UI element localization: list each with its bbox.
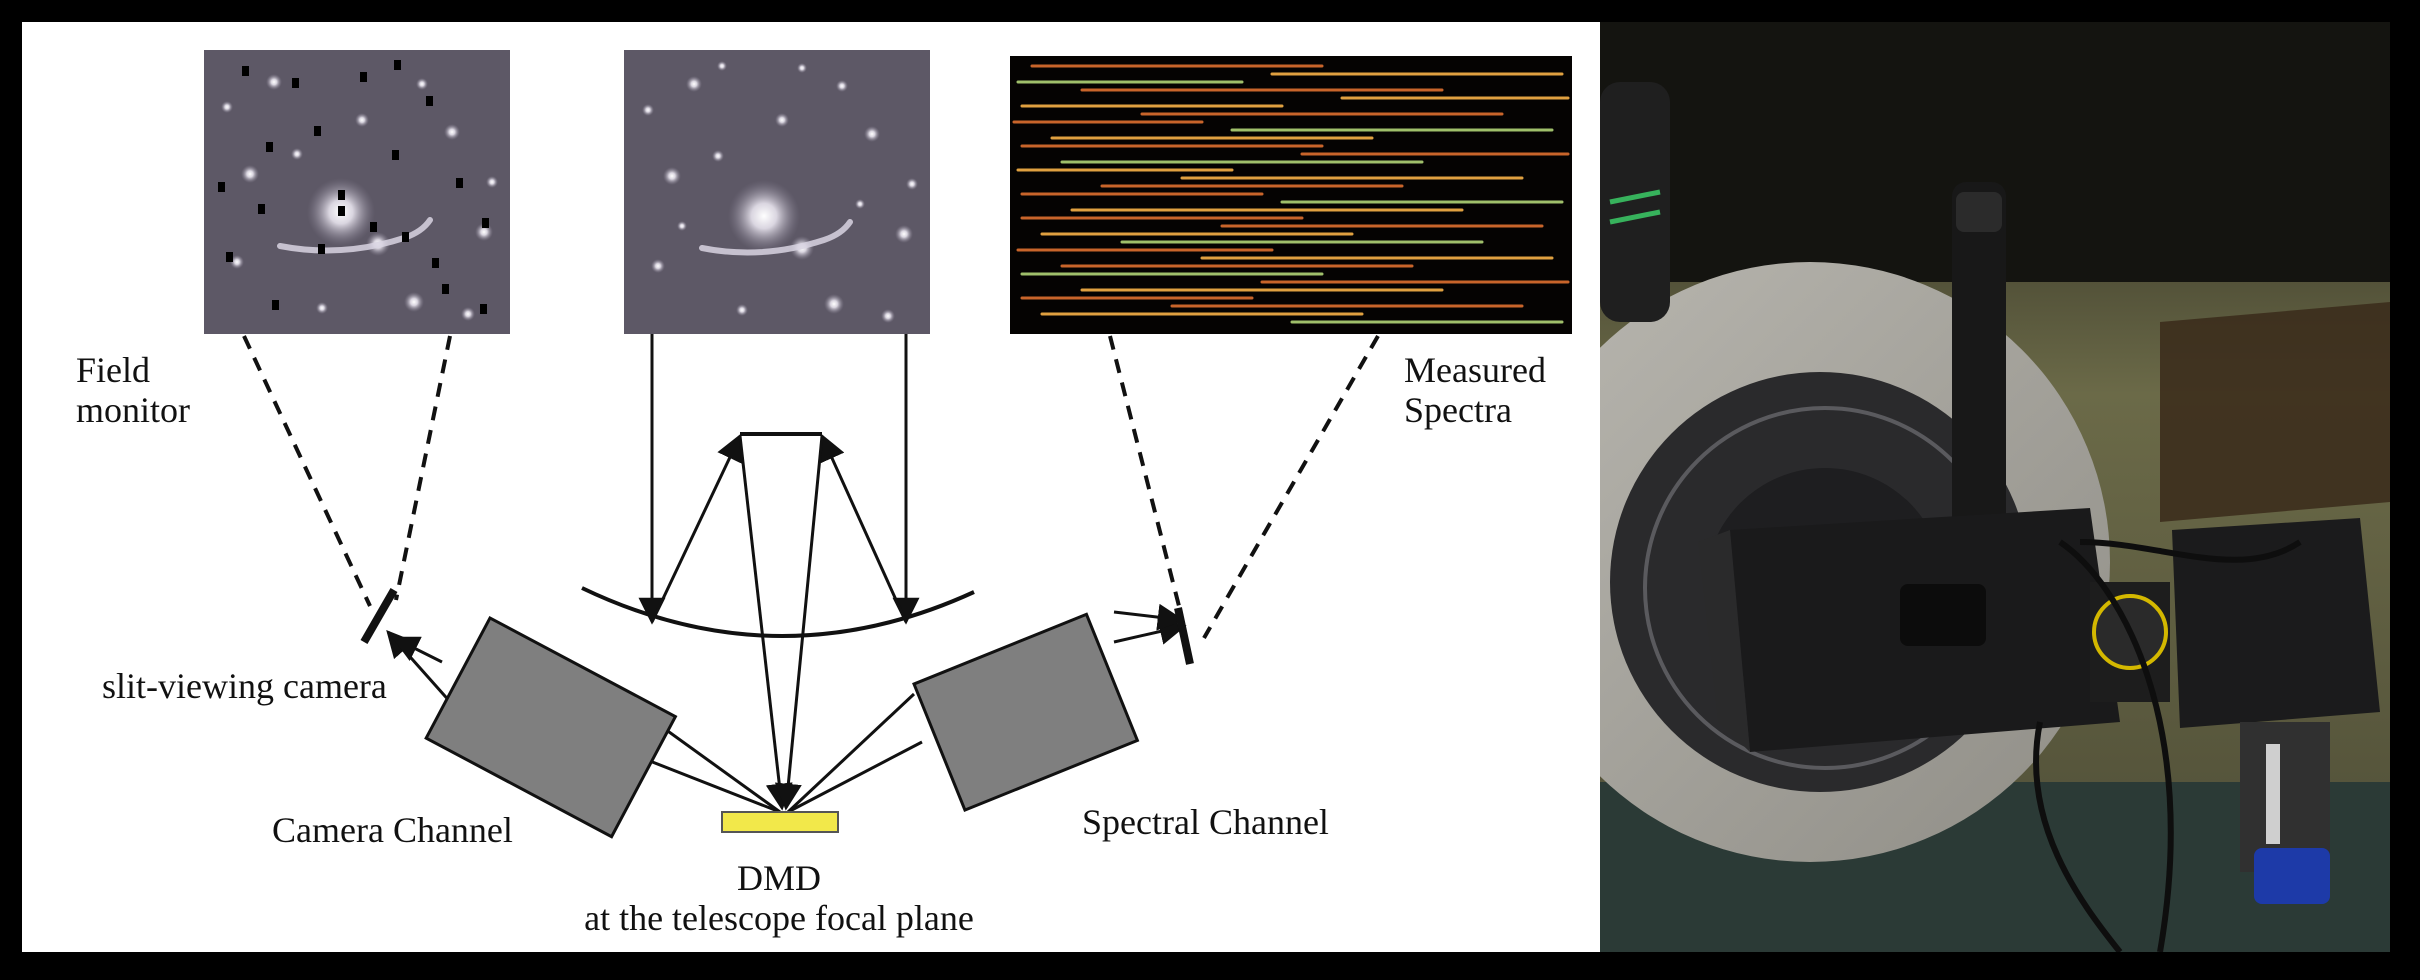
dmd-label: DMD <box>737 858 821 898</box>
camera-channel-box <box>424 615 678 839</box>
telescope-mirror <box>581 586 975 638</box>
spectral-channel-box <box>912 612 1140 813</box>
slit-viewing-camera-label: slit-viewing camera <box>102 666 387 706</box>
schematic-diagram: Field monitor Measured Spectra slit-view… <box>22 22 1600 952</box>
light-rays <box>386 334 1187 814</box>
sky-image <box>624 50 930 334</box>
camera-channel-label: Camera Channel <box>272 810 513 850</box>
field-monitor-label-line1: Field <box>76 350 150 390</box>
slit-viewing-camera-detector <box>360 588 398 644</box>
dmd <box>721 811 839 833</box>
spectral-detector <box>1174 607 1194 665</box>
measured-spectra-label-line1: Measured <box>1404 350 1546 390</box>
dmd-focal-plane-label: at the telescope focal plane <box>584 898 974 938</box>
measured-spectra-label-line2: Spectra <box>1404 390 1512 430</box>
field-monitor-image <box>204 50 510 334</box>
camera-tube <box>1952 182 2006 542</box>
instrument-housing <box>1698 508 2170 752</box>
projection-lines <box>242 335 1380 639</box>
hardware-photo <box>1600 22 2390 952</box>
spectra-image <box>1010 56 1572 334</box>
spectral-channel-label: Spectral Channel <box>1082 802 1329 842</box>
field-monitor-label-line2: monitor <box>76 390 190 430</box>
spectral-camera-body <box>2172 518 2380 904</box>
